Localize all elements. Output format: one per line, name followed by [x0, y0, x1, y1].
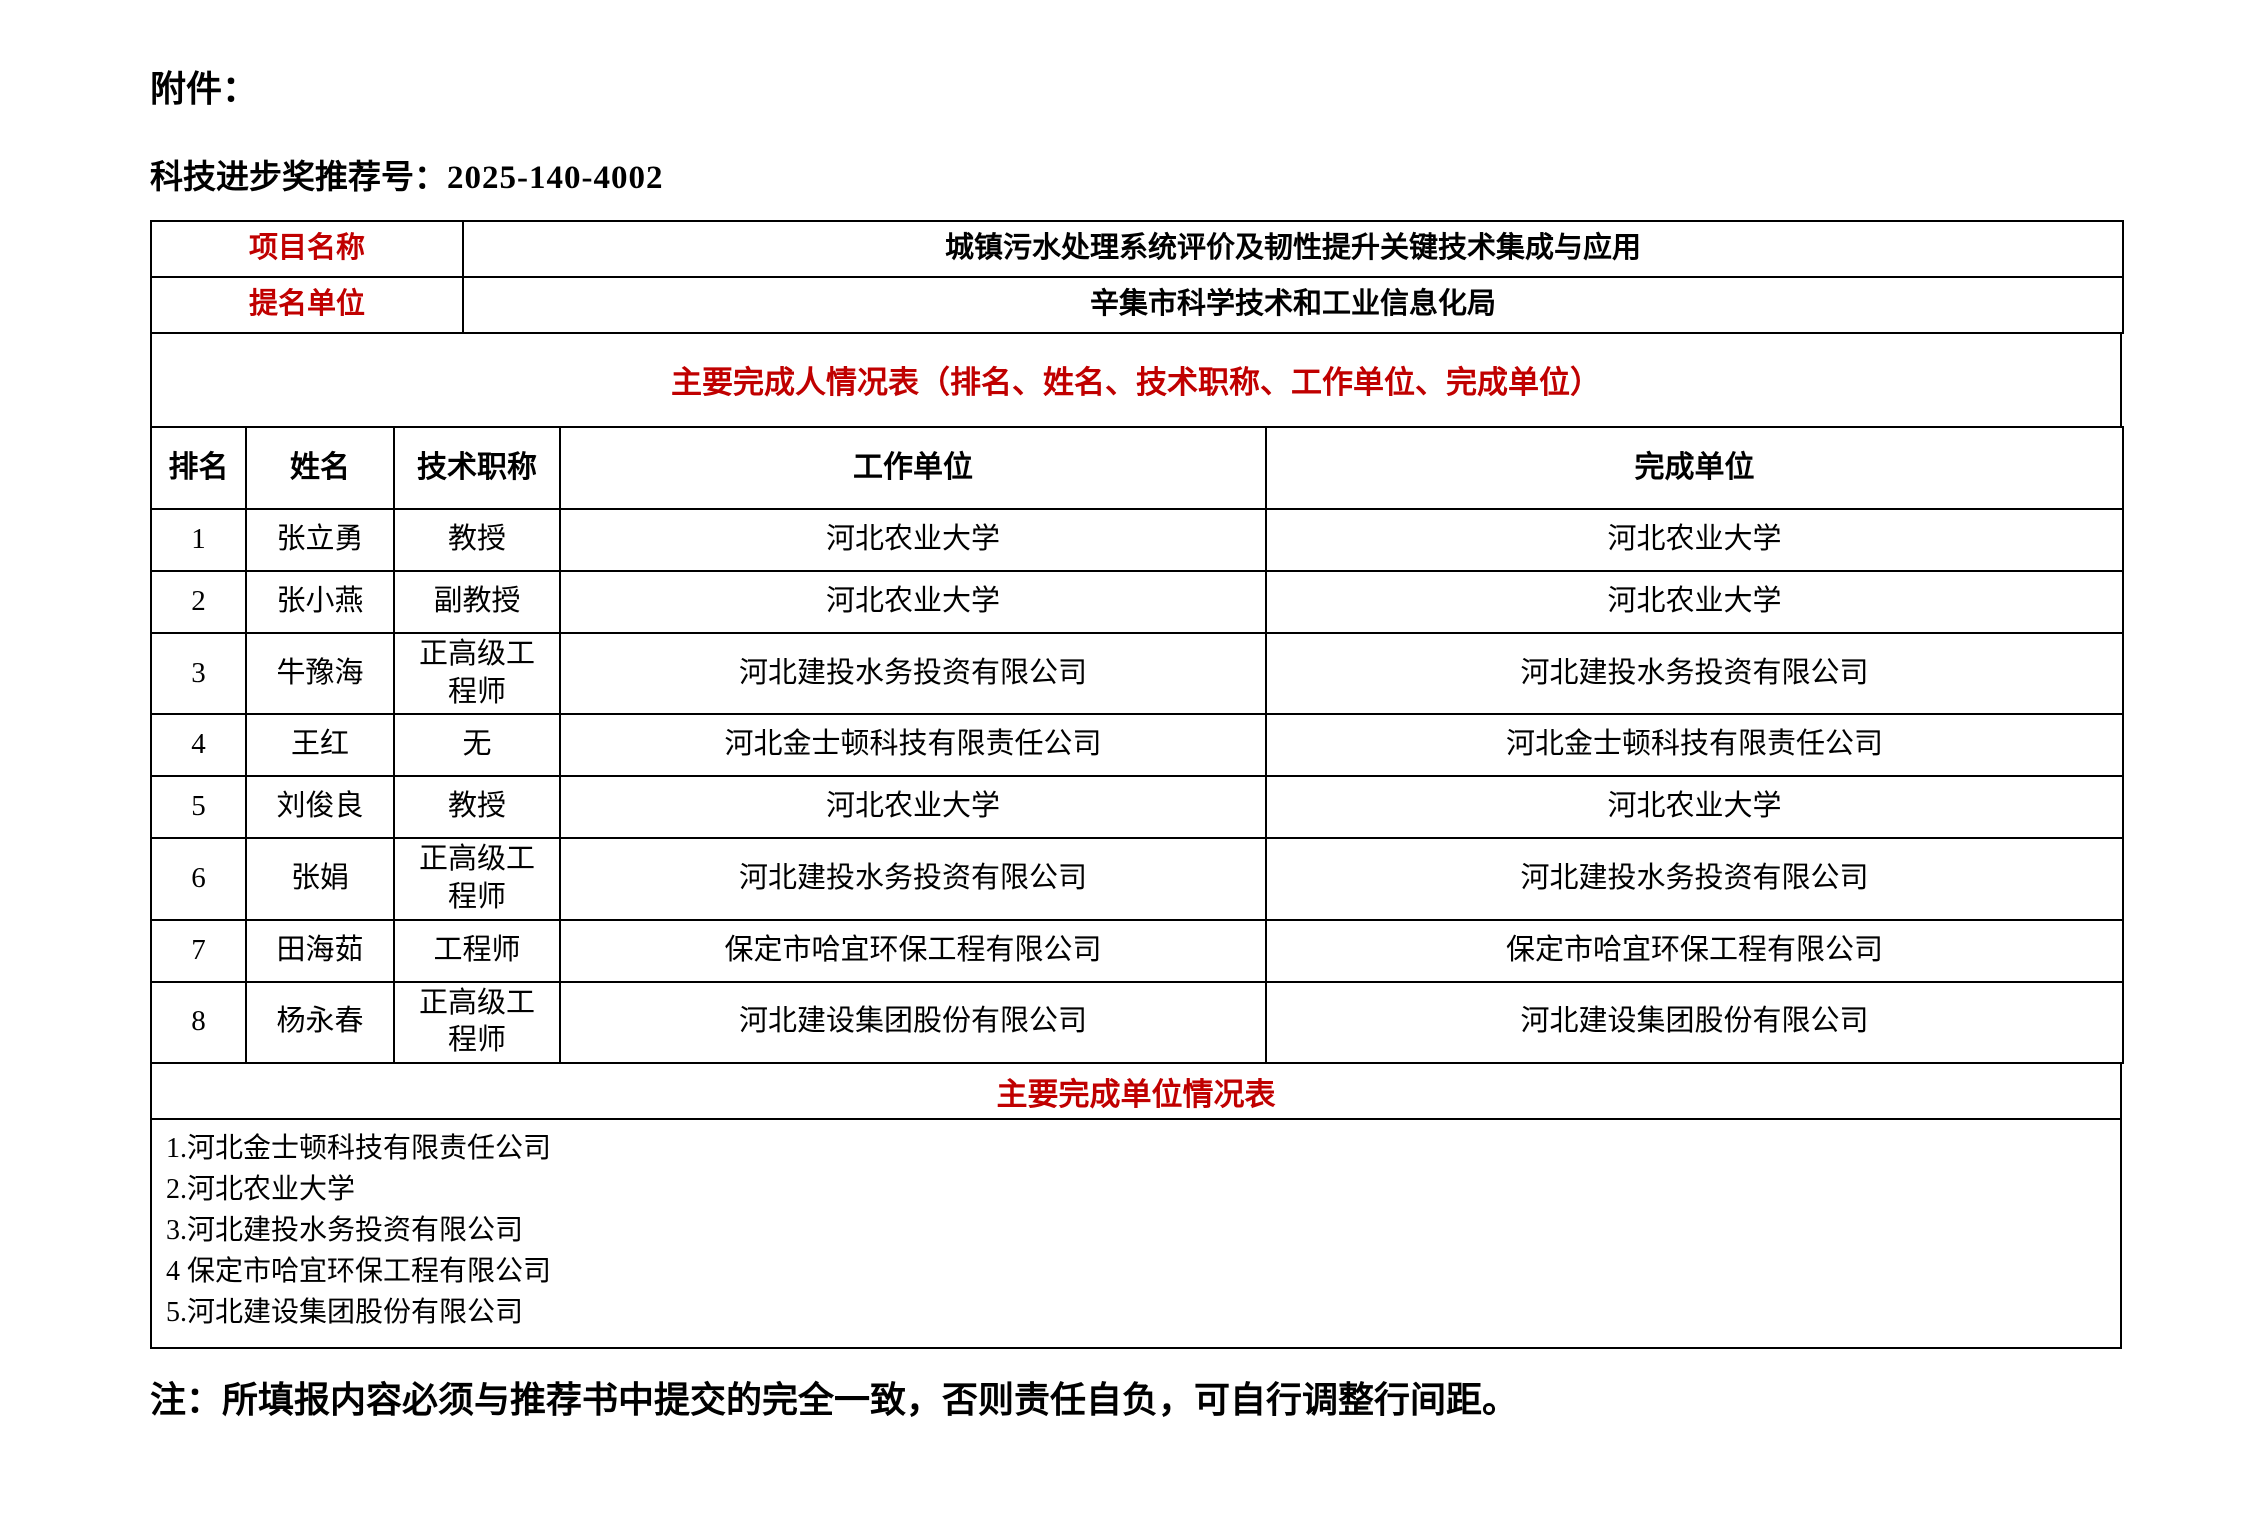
table-row: 6 张娟 正高级工程师 河北建投水务投资有限公司 河北建投水务投资有限公司 — [150, 837, 2124, 921]
header-work-unit: 工作单位 — [559, 425, 1267, 510]
cell-title: 正高级工程师 — [393, 837, 561, 921]
cell-completion-unit: 河北建设集团股份有限公司 — [1265, 980, 2124, 1065]
cell-completion-unit: 河北建投水务投资有限公司 — [1265, 837, 2124, 921]
completers-header-row: 排名 姓名 技术职称 工作单位 完成单位 — [150, 425, 2124, 510]
cell-completion-unit: 保定市哈宜环保工程有限公司 — [1265, 918, 2124, 983]
cell-rank: 3 — [150, 631, 247, 716]
cell-title: 正高级工程师 — [393, 631, 561, 716]
list-item: 4 保定市哈宜环保工程有限公司 — [166, 1256, 552, 1288]
cell-work-unit: 河北建投水务投资有限公司 — [559, 631, 1267, 716]
cell-work-unit: 河北金士顿科技有限责任公司 — [559, 713, 1267, 778]
list-item: 5.河北建设集团股份有限公司 — [166, 1297, 524, 1329]
footer-note: 注：所填报内容必须与推荐书中提交的完全一致，否则责任自负，可自行调整行间距。 — [150, 1380, 1519, 1421]
cell-rank: 4 — [150, 713, 247, 778]
cell-name: 牛豫海 — [245, 631, 395, 716]
units-section-title: 主要完成单位情况表 — [150, 1062, 2122, 1121]
recommendation-label: 科技进步奖推荐号： — [150, 159, 447, 196]
list-item: 3.河北建投水务投资有限公司 — [166, 1215, 524, 1247]
project-info-table: 项目名称 城镇污水处理系统评价及韧性提升关键技术集成与应用 提名单位 辛集市科学… — [150, 219, 2124, 334]
cell-work-unit: 河北农业大学 — [559, 569, 1267, 634]
recommendation-number: 2025-140-4002 — [447, 159, 664, 196]
table-row: 3 牛豫海 正高级工程师 河北建投水务投资有限公司 河北建投水务投资有限公司 — [150, 631, 2124, 716]
cell-completion-unit: 河北农业大学 — [1265, 569, 2124, 634]
cell-work-unit: 河北建设集团股份有限公司 — [559, 980, 1267, 1065]
cell-name: 王红 — [245, 713, 395, 778]
cell-name: 杨永春 — [245, 980, 395, 1065]
document-page: 附件： 科技进步奖推荐号：2025-140-4002 项目名称 城镇污水处理系统… — [150, 0, 2125, 1422]
cell-rank: 1 — [150, 507, 247, 572]
project-name-value: 城镇污水处理系统评价及韧性提升关键技术集成与应用 — [462, 219, 2124, 278]
cell-work-unit: 保定市哈宜环保工程有限公司 — [559, 918, 1267, 983]
nominating-unit-label: 提名单位 — [150, 275, 464, 334]
cell-rank: 8 — [150, 980, 247, 1065]
table-row: 2 张小燕 副教授 河北农业大学 河北农业大学 — [150, 569, 2124, 634]
cell-rank: 5 — [150, 775, 247, 840]
completers-table: 排名 姓名 技术职称 工作单位 完成单位 1 张立勇 教授 河北农业大学 河北农… — [150, 425, 2124, 1065]
table-row: 8 杨永春 正高级工程师 河北建设集团股份有限公司 河北建设集团股份有限公司 — [150, 980, 2124, 1065]
cell-name: 张立勇 — [245, 507, 395, 572]
table-row: 5 刘俊良 教授 河北农业大学 河北农业大学 — [150, 775, 2124, 840]
header-name: 姓名 — [245, 425, 395, 510]
table-row: 提名单位 辛集市科学技术和工业信息化局 — [150, 275, 2124, 334]
units-list: 1.河北金士顿科技有限责任公司 2.河北农业大学 3.河北建投水务投资有限公司 … — [150, 1118, 2122, 1350]
completers-section-title: 主要完成人情况表（排名、姓名、技术职称、工作单位、完成单位） — [150, 331, 2122, 428]
cell-name: 张小燕 — [245, 569, 395, 634]
cell-title: 无 — [393, 713, 561, 778]
table-row: 4 王红 无 河北金士顿科技有限责任公司 河北金士顿科技有限责任公司 — [150, 713, 2124, 778]
award-table: 项目名称 城镇污水处理系统评价及韧性提升关键技术集成与应用 提名单位 辛集市科学… — [150, 219, 2124, 1350]
cell-title: 副教授 — [393, 569, 561, 634]
cell-name: 田海茹 — [245, 918, 395, 983]
table-row: 7 田海茹 工程师 保定市哈宜环保工程有限公司 保定市哈宜环保工程有限公司 — [150, 918, 2124, 983]
cell-title: 教授 — [393, 775, 561, 840]
cell-rank: 6 — [150, 837, 247, 921]
cell-title: 正高级工程师 — [393, 980, 561, 1065]
attachment-heading: 附件： — [150, 69, 259, 109]
table-row: 项目名称 城镇污水处理系统评价及韧性提升关键技术集成与应用 — [150, 219, 2124, 278]
cell-name: 刘俊良 — [245, 775, 395, 840]
list-item: 2.河北农业大学 — [166, 1174, 356, 1206]
header-rank: 排名 — [150, 425, 247, 510]
table-row: 1 张立勇 教授 河北农业大学 河北农业大学 — [150, 507, 2124, 572]
cell-name: 张娟 — [245, 837, 395, 921]
cell-work-unit: 河北建投水务投资有限公司 — [559, 837, 1267, 921]
cell-rank: 2 — [150, 569, 247, 634]
recommendation-number-line: 科技进步奖推荐号：2025-140-4002 — [150, 160, 2125, 196]
cell-completion-unit: 河北农业大学 — [1265, 775, 2124, 840]
header-completion-unit: 完成单位 — [1265, 425, 2124, 510]
cell-title: 工程师 — [393, 918, 561, 983]
cell-completion-unit: 河北金士顿科技有限责任公司 — [1265, 713, 2124, 778]
cell-rank: 7 — [150, 918, 247, 983]
cell-work-unit: 河北农业大学 — [559, 507, 1267, 572]
cell-completion-unit: 河北建投水务投资有限公司 — [1265, 631, 2124, 716]
cell-title: 教授 — [393, 507, 561, 572]
cell-work-unit: 河北农业大学 — [559, 775, 1267, 840]
list-item: 1.河北金士顿科技有限责任公司 — [166, 1133, 552, 1165]
project-name-label: 项目名称 — [150, 219, 464, 278]
cell-completion-unit: 河北农业大学 — [1265, 507, 2124, 572]
nominating-unit-value: 辛集市科学技术和工业信息化局 — [462, 275, 2124, 334]
header-title: 技术职称 — [393, 425, 561, 510]
